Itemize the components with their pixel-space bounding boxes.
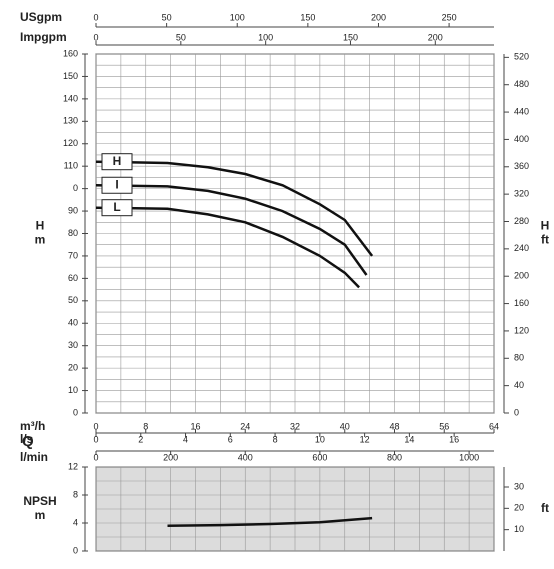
x-tick-label: 0 (93, 434, 98, 444)
x-tick-label: 32 (290, 421, 300, 431)
x-tick-label: 150 (343, 32, 358, 42)
x-tick-label: 24 (240, 421, 250, 431)
x-tick-label: 600 (312, 452, 327, 462)
x-tick-label: 100 (258, 32, 273, 42)
y-tick-label: 40 (68, 318, 78, 328)
y-tick-label: 140 (63, 93, 78, 103)
x-tick-label: 200 (371, 12, 386, 22)
y2-tick-label: 520 (514, 52, 529, 62)
y-tick-label: 0 (73, 183, 78, 193)
y2-tick-label: 400 (514, 134, 529, 144)
x-tick-label: 8 (273, 434, 278, 444)
x-tick-label: 16 (449, 434, 459, 444)
x-tick-label: 100 (230, 12, 245, 22)
x-tick-label: 56 (439, 421, 449, 431)
legend-box (101, 153, 133, 171)
x-tick-label: 40 (340, 421, 350, 431)
legend-box (101, 176, 133, 194)
y-axis-label: NPSH (23, 494, 56, 508)
y-tick-label: 50 (68, 295, 78, 305)
y2-tick-label: 480 (514, 79, 529, 89)
legend-label: H (113, 154, 122, 168)
y2-tick-label: 240 (514, 243, 529, 253)
curve (167, 516, 373, 528)
x-axis-unit: l/s (20, 432, 34, 446)
y2-axis-label: ft (541, 501, 549, 515)
y-tick-label: 4 (73, 517, 78, 527)
y-axis-label: m (35, 508, 46, 522)
x-tick-label: 12 (360, 434, 370, 444)
x-tick-label: 2 (138, 434, 143, 444)
y-tick-label: 12 (68, 461, 78, 471)
x-tick-label: 50 (162, 12, 172, 22)
x-tick-label: 800 (387, 452, 402, 462)
x-tick-label: 6 (228, 434, 233, 444)
y-tick-label: 30 (68, 340, 78, 350)
x-tick-label: 200 (428, 32, 443, 42)
x-tick-label: 0 (93, 32, 98, 42)
x-tick-label: 150 (300, 12, 315, 22)
y2-tick-label: 40 (514, 380, 524, 390)
legend-label: I (115, 177, 118, 191)
y2-tick-label: 200 (514, 271, 529, 281)
y2-tick-label: 320 (514, 189, 529, 199)
x-tick-label: 50 (176, 32, 186, 42)
x-axis-unit: m³/h (20, 419, 45, 433)
y-tick-label: 120 (63, 138, 78, 148)
x-tick-label: 250 (442, 12, 457, 22)
y-tick-label: 160 (63, 48, 78, 58)
y-tick-label: 20 (68, 363, 78, 373)
y2-tick-label: 280 (514, 216, 529, 226)
y2-axis-label: H (541, 219, 550, 233)
y2-tick-label: 160 (514, 298, 529, 308)
x-axis-unit: l/min (20, 450, 48, 464)
y-tick-label: 130 (63, 116, 78, 126)
y2-tick-label: 10 (514, 524, 524, 534)
y2-axis-label: ft (541, 233, 549, 247)
x-tick-label: 0 (93, 12, 98, 22)
x-tick-label: 64 (489, 421, 499, 431)
y-tick-label: 80 (68, 228, 78, 238)
x-tick-label: 200 (163, 452, 178, 462)
x-axis-label: Q (22, 433, 34, 450)
curve (95, 160, 374, 257)
curve (95, 184, 368, 276)
x-tick-label: 400 (238, 452, 253, 462)
y-axis-label: m (35, 233, 46, 247)
legend-box (101, 199, 133, 217)
x-tick-label: 8 (143, 421, 148, 431)
y-tick-label: 110 (64, 161, 78, 171)
x-axis-unit: Impgpm (20, 30, 67, 44)
y2-tick-label: 30 (514, 481, 524, 491)
x-tick-label: 14 (404, 434, 414, 444)
legend-label: L (113, 200, 120, 214)
y-tick-label: 90 (68, 205, 78, 215)
x-axis-unit: USgpm (20, 10, 62, 24)
x-tick-label: 10 (315, 434, 325, 444)
x-tick-label: 0 (93, 452, 98, 462)
y2-tick-label: 120 (514, 325, 529, 335)
curve (95, 206, 360, 289)
y-tick-label: 150 (63, 71, 78, 81)
x-tick-label: 48 (389, 421, 399, 431)
y-tick-label: 10 (68, 385, 78, 395)
y2-tick-label: 360 (514, 161, 529, 171)
x-tick-label: 4 (183, 434, 188, 444)
y-tick-label: 60 (68, 273, 78, 283)
y-axis-label: H (36, 219, 45, 233)
y2-tick-label: 20 (514, 503, 524, 513)
y2-tick-label: 440 (514, 106, 529, 116)
y-tick-label: 0 (73, 407, 78, 417)
x-tick-label: 1000 (459, 452, 479, 462)
y2-tick-label: 80 (514, 353, 524, 363)
y-tick-label: 8 (73, 489, 78, 499)
x-tick-label: 16 (190, 421, 200, 431)
y-tick-label: 0 (73, 545, 78, 555)
y2-tick-label: 0 (514, 407, 519, 417)
y-tick-label: 70 (68, 250, 78, 260)
x-tick-label: 0 (93, 421, 98, 431)
